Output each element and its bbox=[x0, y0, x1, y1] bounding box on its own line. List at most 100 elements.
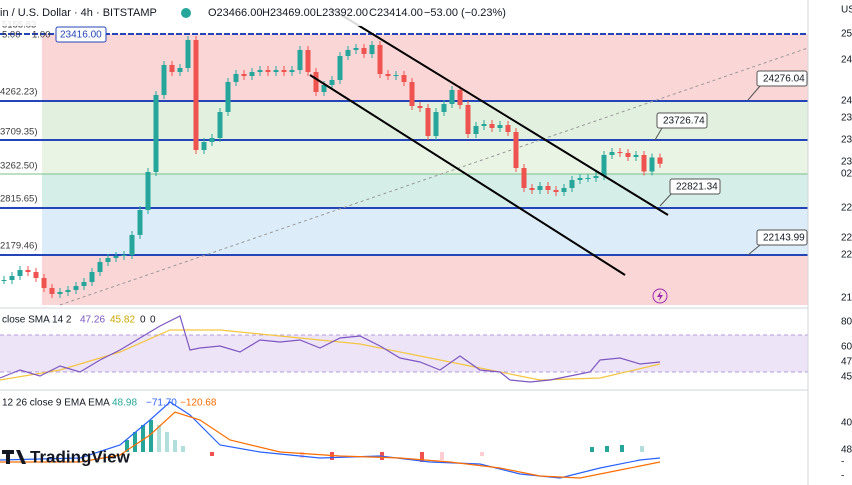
candle bbox=[41, 278, 47, 288]
candle bbox=[161, 64, 167, 95]
level-label: 1.00 bbox=[32, 30, 51, 41]
candle bbox=[225, 82, 231, 112]
macd-histogram bbox=[125, 420, 644, 462]
candle bbox=[529, 188, 535, 190]
candle bbox=[257, 70, 263, 72]
candle bbox=[561, 188, 567, 192]
candle bbox=[433, 112, 439, 136]
candle bbox=[153, 94, 159, 172]
candle bbox=[105, 258, 111, 262]
candle bbox=[73, 286, 79, 290]
candle bbox=[633, 154, 639, 157]
axis-label: 23 bbox=[841, 113, 852, 124]
candle bbox=[497, 125, 503, 128]
candle bbox=[601, 154, 607, 176]
candle bbox=[89, 272, 95, 282]
candle bbox=[585, 178, 591, 179]
level-label: 2179.46) bbox=[0, 241, 38, 252]
candle bbox=[337, 56, 343, 80]
candle bbox=[569, 180, 575, 188]
axis-label: 22 bbox=[841, 233, 852, 244]
candle bbox=[465, 104, 471, 134]
axis-label: 22 bbox=[841, 203, 852, 214]
axis-label: 40 bbox=[841, 418, 852, 429]
axis-label: - bbox=[841, 471, 844, 482]
alert-icon[interactable] bbox=[652, 288, 668, 304]
candle bbox=[121, 254, 127, 256]
zone bbox=[42, 140, 808, 174]
axis-label: 25 bbox=[841, 29, 852, 40]
candle bbox=[313, 72, 319, 92]
macd-label: 12 26 close 9 EMA EMA bbox=[2, 398, 110, 409]
channel-line bbox=[329, 7, 669, 216]
axis-label: 45 bbox=[841, 372, 852, 383]
candle bbox=[545, 186, 551, 190]
candle bbox=[625, 152, 631, 157]
axis-label: 80 bbox=[841, 317, 852, 328]
candle bbox=[369, 44, 375, 54]
callout-label: 23726.74 bbox=[663, 116, 705, 127]
candle bbox=[193, 40, 199, 150]
ohlc-close: C23414.00 bbox=[369, 7, 423, 19]
rsi-value: 0 bbox=[140, 315, 146, 326]
rsi-value: 45.82 bbox=[110, 315, 135, 326]
axis-label: 47 bbox=[841, 357, 852, 368]
callout-label: 22821.34 bbox=[676, 182, 718, 193]
candle bbox=[241, 74, 247, 76]
level-label: 2815.65) bbox=[0, 194, 38, 205]
zone-left bbox=[0, 34, 42, 305]
candle bbox=[409, 82, 415, 106]
price-axis bbox=[808, 0, 852, 485]
axis-label: 23 bbox=[841, 157, 852, 168]
axis-label: - bbox=[841, 457, 844, 468]
candle bbox=[169, 64, 175, 72]
candle bbox=[97, 262, 103, 272]
candle bbox=[361, 48, 367, 54]
price-box bbox=[55, 26, 107, 43]
candle bbox=[649, 157, 655, 172]
brand-logo bbox=[2, 450, 26, 464]
candle bbox=[289, 70, 295, 72]
axis-label: US bbox=[841, 5, 852, 16]
ohlc-open: O23466.00 bbox=[208, 7, 262, 19]
rsi-value: 0 bbox=[150, 315, 156, 326]
candle bbox=[249, 72, 255, 76]
candle bbox=[377, 44, 383, 74]
candle bbox=[345, 50, 351, 56]
alert-icon-bolt bbox=[657, 291, 663, 301]
ohlc-high: H23469.00 bbox=[262, 7, 316, 19]
candle bbox=[177, 68, 183, 72]
candle bbox=[513, 132, 519, 168]
candle bbox=[609, 152, 615, 155]
candle bbox=[505, 125, 511, 132]
macd-line bbox=[0, 401, 661, 479]
candle bbox=[393, 75, 399, 77]
candle bbox=[281, 70, 287, 72]
candle bbox=[25, 270, 31, 272]
candles bbox=[1, 36, 663, 298]
level-label: 3709.35) bbox=[0, 127, 38, 138]
zone bbox=[42, 208, 808, 255]
zone bbox=[42, 34, 808, 101]
candle bbox=[33, 272, 39, 278]
candle bbox=[185, 40, 191, 68]
candle bbox=[425, 108, 431, 136]
axis-label: 48 bbox=[841, 445, 852, 456]
candle bbox=[233, 74, 239, 82]
signal-line bbox=[0, 411, 661, 479]
rsi-value: 47.26 bbox=[80, 315, 105, 326]
macd-value: −71.70 bbox=[146, 398, 177, 409]
candle bbox=[441, 104, 447, 112]
candle bbox=[321, 84, 327, 92]
candle bbox=[9, 276, 15, 280]
level-label: 4262.23) bbox=[0, 87, 38, 98]
candle bbox=[209, 138, 215, 142]
axis-label: 24 bbox=[841, 55, 852, 66]
axis-label: 02 bbox=[841, 169, 852, 180]
header-bg bbox=[0, 0, 808, 26]
price-label: 23416.00 bbox=[60, 30, 102, 41]
candle bbox=[265, 70, 271, 72]
candle bbox=[417, 106, 423, 108]
level-label: 3262.50) bbox=[0, 161, 38, 172]
brand: TradingView bbox=[30, 447, 131, 466]
